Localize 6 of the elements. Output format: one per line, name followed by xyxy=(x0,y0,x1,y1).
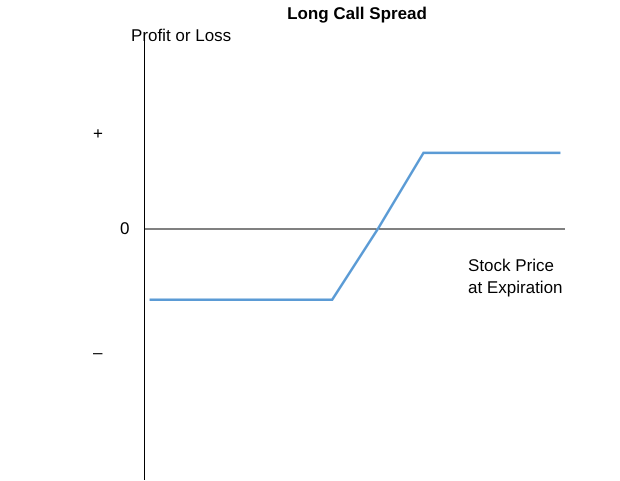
chart-title: Long Call Spread xyxy=(287,4,427,24)
text: 0 xyxy=(120,219,130,238)
text: Profit or Loss xyxy=(131,26,232,45)
text: – xyxy=(93,343,103,362)
text: + xyxy=(93,124,103,143)
x-axis-title: Stock Price at Expiration xyxy=(468,256,562,298)
